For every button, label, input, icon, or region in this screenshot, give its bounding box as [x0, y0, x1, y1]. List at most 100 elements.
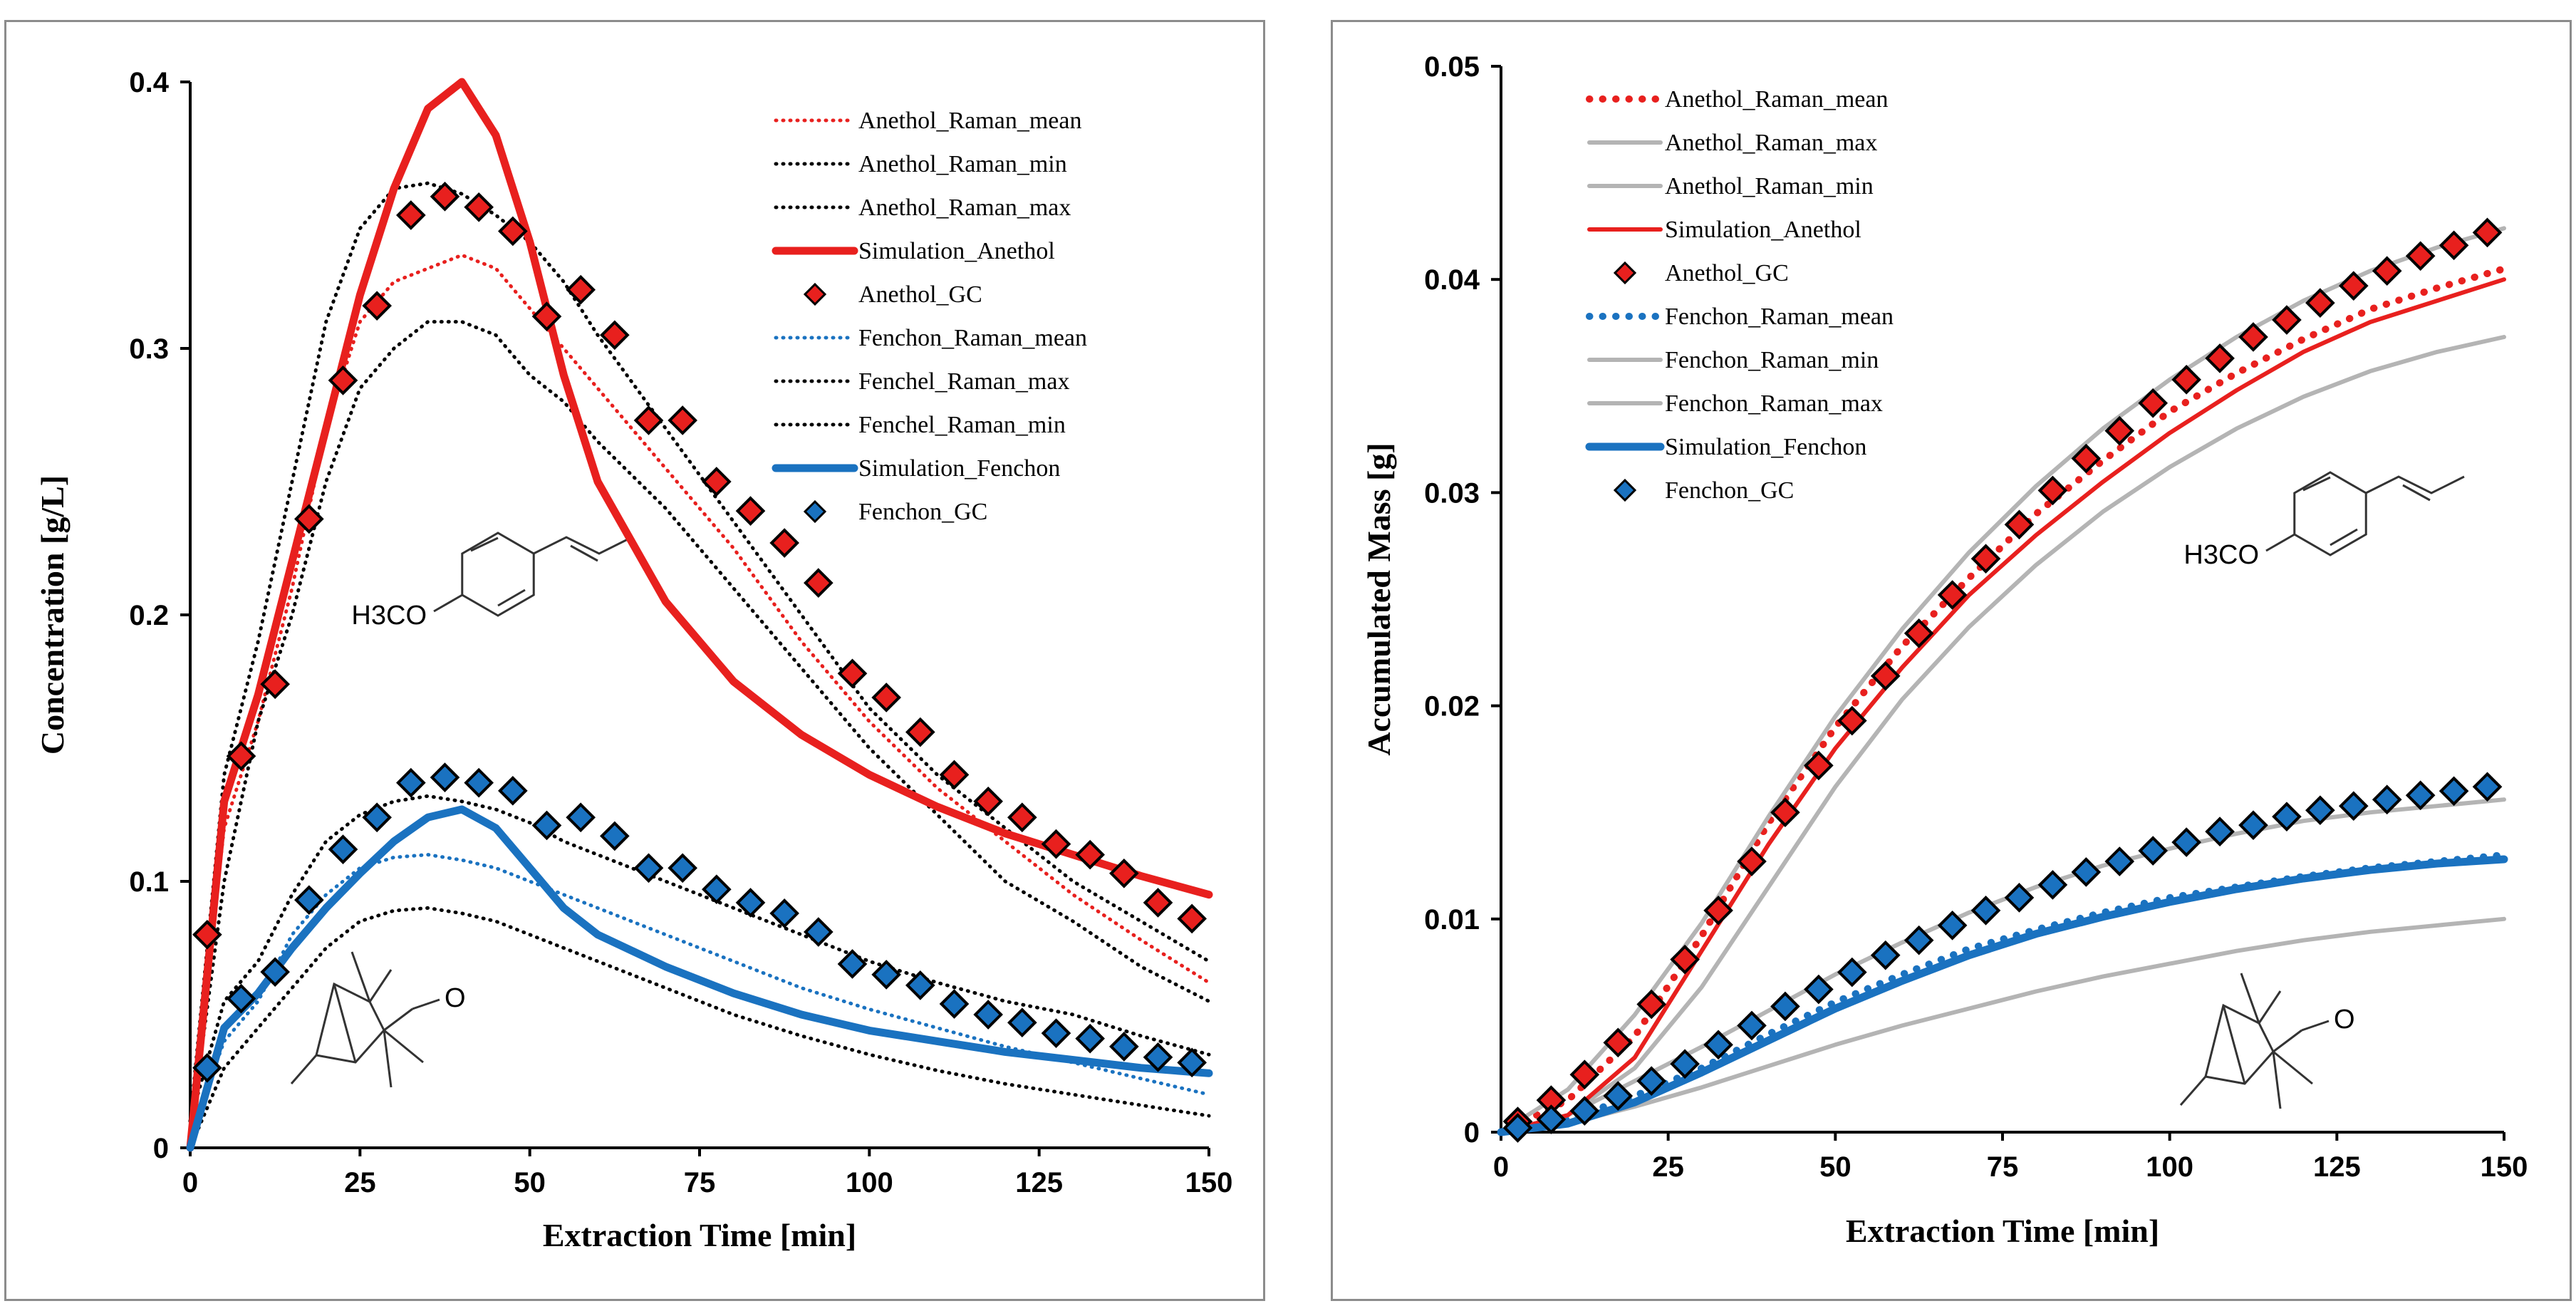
fenchon-gc-point — [362, 802, 392, 833]
fenchon-gc-point — [430, 762, 460, 792]
anethol-gc-point — [1143, 888, 1173, 918]
anethol-gc-point — [1870, 660, 1901, 691]
legend-fenchon-gc-marker — [1613, 478, 1637, 502]
anethol-raman-max-line — [1499, 226, 2506, 1134]
fenchon-gc-point — [1569, 1096, 1600, 1126]
fenchon-carbonyl-bond — [2301, 1020, 2330, 1032]
anethol-ring-double-bond — [470, 537, 499, 552]
anethol-chain-double-bond — [570, 544, 598, 562]
anethol-ether-bond — [2265, 533, 2295, 552]
fenchon-gc-point — [633, 853, 664, 883]
fenchel-raman-min-line — [188, 906, 1211, 1150]
anethol-ether-bond — [433, 594, 463, 613]
x-tick-label: 75 — [684, 1167, 716, 1198]
anethol-gc-point — [769, 528, 799, 558]
fenchon-methyl-bond — [2272, 1051, 2282, 1109]
fenchon-gc-point — [1502, 1113, 1533, 1143]
fenchon-gc-point — [226, 983, 256, 1014]
y-axis-title: Concentration [g/L] — [34, 475, 71, 755]
fenchon-methyl-bond — [383, 1030, 393, 1088]
anethol-gc-point — [2272, 305, 2302, 335]
anethol-gc-point — [464, 192, 494, 222]
legend-simulation-anethol-label: Simulation_Anethol — [858, 238, 1055, 264]
fenchon-gc-point — [1536, 1104, 1567, 1134]
anethol-ring — [2293, 471, 2367, 556]
anethol-structure — [433, 532, 633, 617]
anethol-gc-point — [1804, 750, 1834, 781]
legend-anethol-gc-marker — [803, 282, 827, 306]
anethol-gc-point — [396, 200, 426, 230]
fenchon-methyl-bond — [350, 951, 371, 1002]
anethol-raman-max-line — [188, 181, 1211, 1124]
fenchon-gc-point — [804, 917, 833, 947]
anethol-gc-point — [2405, 241, 2436, 271]
legend-anethol-raman-max-label: Anethol_Raman_max — [858, 195, 1071, 221]
fenchon-methyl-bond — [2273, 1050, 2313, 1085]
x-tick-label: 100 — [846, 1167, 893, 1198]
fenchon-structure — [2179, 973, 2330, 1109]
anethol-ring-double-bond — [2330, 528, 2358, 546]
fenchon-oxygen-label: O — [445, 983, 466, 1013]
legend-simulation-anethol-label: Simulation_Anethol — [1665, 217, 1861, 243]
fenchon-gc-point — [1007, 1007, 1037, 1038]
fenchon-gc-point — [1937, 910, 1968, 940]
anethol-gc-point — [1837, 705, 1867, 736]
fenchon-methyl-bond — [2258, 990, 2282, 1024]
anethol-gc-point — [804, 568, 833, 598]
fenchon-gc-point — [2372, 784, 2402, 815]
y-tick-label: 0.4 — [129, 67, 169, 98]
fenchon-gc-point — [1041, 1018, 1071, 1049]
anethol-raman-min-line — [1499, 335, 2506, 1134]
chart-panel-concentration: 0 25 50 75 100 125 150 0 0.1 0.2 0.3 0.4 Extraction … — [4, 20, 1265, 1301]
anethol-gc-point — [2138, 388, 2169, 418]
simulation-fenchon-line — [186, 805, 1213, 1152]
anethol-gc-point — [328, 366, 358, 395]
fenchon-gc-point — [1970, 896, 2001, 926]
y-tick-label: 0.3 — [129, 333, 169, 365]
fenchon-gc-point — [1109, 1032, 1139, 1062]
fenchon-ring-bond — [315, 982, 385, 1056]
anethol-gc-point — [1737, 846, 1767, 876]
legend-fenchon-raman-min-label: Fenchon_Raman_min — [1665, 347, 1879, 373]
x-tick-label: 75 — [1987, 1151, 2019, 1183]
accumulated-mass-chart: 0 25 50 75 100 125 150 0 0.01 0.02 0.03 0.04 0.05 Ext… — [1361, 51, 2528, 1249]
legend-fenchon-raman-mean-label: Fenchon_Raman_mean — [1665, 304, 1894, 330]
anethol-gc-point — [1904, 618, 1934, 648]
fenchon-gc-point — [2104, 846, 2135, 876]
x-tick-label: 0 — [1493, 1151, 1509, 1183]
anethol-gc-point — [531, 301, 562, 331]
fenchon-gc-point — [498, 776, 528, 806]
anethol-gc-point — [362, 291, 392, 321]
fenchon-gc-point — [1636, 1066, 1667, 1097]
anethol-h3co-label: H3CO — [2183, 540, 2259, 570]
fenchon-gc-point — [2071, 857, 2102, 887]
legend-simulation-fenchon-label: Simulation_Fenchon — [858, 455, 1060, 482]
x-tick-label: 150 — [1185, 1167, 1233, 1198]
anethol-gc-point — [2338, 271, 2369, 301]
anethol-gc-point — [1177, 903, 1207, 934]
fenchon-gc-point — [1904, 925, 1934, 955]
anethol-gc-point — [430, 181, 460, 212]
fenchon-gc-point — [396, 767, 426, 798]
anethol-gc-point — [1603, 1027, 1634, 1058]
anethol-gc-point — [2372, 256, 2402, 286]
x-tick-label: 125 — [2313, 1151, 2361, 1183]
fenchon-gc-point — [2004, 883, 2035, 913]
legend-fenchon-raman-mean-label: Fenchon_Raman_mean — [858, 325, 1087, 351]
anethol-gc-point — [633, 405, 664, 435]
fenchon-gc-point — [2037, 870, 2068, 900]
fenchon-methyl-bond — [368, 969, 393, 1002]
anethol-gc-point — [1636, 989, 1667, 1020]
anethol-gc-point — [1041, 829, 1071, 859]
fenchon-gc-point — [871, 960, 901, 990]
fenchon-gc-point — [260, 957, 290, 987]
anethol-gc-point — [1770, 797, 1800, 828]
fenchon-gc-point — [294, 885, 324, 916]
anethol-gc-point — [1109, 858, 1139, 888]
anethol-gc-point — [294, 504, 324, 534]
fenchon-oxygen-label: O — [2334, 1005, 2355, 1035]
fenchon-gc-point — [192, 1052, 222, 1083]
x-tick-label: 25 — [1652, 1151, 1684, 1183]
fenchon-gc-point — [1870, 940, 1901, 970]
anethol-gc-point — [2305, 288, 2335, 318]
